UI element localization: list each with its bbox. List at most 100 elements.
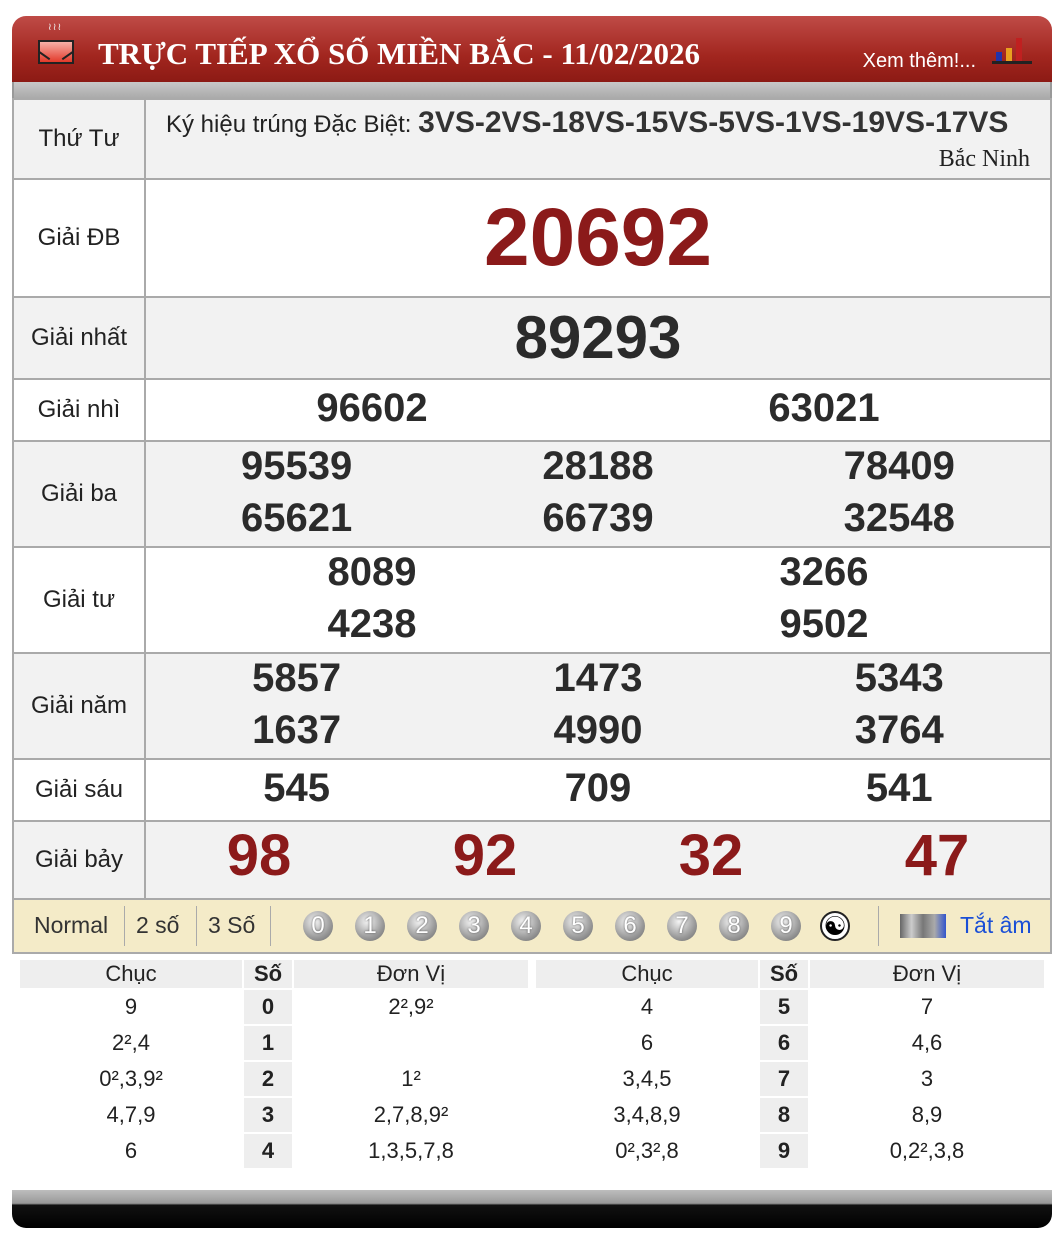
prize-number: 89293 [514,304,682,371]
loto-row: 6 4 1,3,5,7,8 [20,1134,528,1168]
prize-number: 78409 [843,444,955,488]
prize-number: 709 [564,766,632,810]
bar-chart-icon[interactable] [992,38,1032,64]
results-panel: ≀≀≀ TRỰC TIẾP XỔ SỐ MIỀN BẮC - 11/02/202… [12,0,1052,1228]
loto-row: 0²,3²,8 9 0,2²,3,8 [536,1134,1044,1168]
prize-number: 4990 [553,708,643,752]
chuc-cell: 4 [536,990,758,1024]
don-vi-cell: 3 [810,1062,1044,1096]
digit-ball-2[interactable]: 2 [407,911,437,941]
mode-normal[interactable]: Normal [34,912,109,938]
prize-number: 8089 [327,550,417,594]
so-cell: 9 [760,1134,808,1168]
province: Bắc Ninh [938,146,1030,172]
so-cell: 5 [760,990,808,1024]
prize-number: 4238 [327,602,417,646]
so-cell: 6 [760,1026,808,1060]
prize-label: Giải bảy [12,820,146,900]
chuc-cell: 9 [20,990,242,1024]
loto-table-right: Chục Số Đơn Vị 4 5 7 6 6 4,6 3,4,5 7 3 3,4,8,9 8 8,9 0²… [534,958,1046,1170]
don-vi-cell: 7 [810,990,1044,1024]
chuc-cell: 0²,3²,8 [536,1134,758,1168]
don-vi-cell: 1² [294,1062,528,1096]
digit-ball-5[interactable]: 5 [563,911,593,941]
don-vi-cell [294,1026,528,1060]
so-cell: 0 [244,990,292,1024]
symbol-label: Ký hiệu trúng Đặc Biệt: [166,111,412,138]
digit-ball-8[interactable]: 8 [719,911,749,941]
don-vi-cell: 0,2²,3,8 [810,1134,1044,1168]
prize-label: Giải năm [12,652,146,760]
page-title: TRỰC TIẾP XỔ SỐ MIỀN BẮC - 11/02/2026 [98,36,700,71]
don-vi-cell: 2,7,8,9² [294,1098,528,1132]
prize-row-3: Giải ba 95539 28188 78409 65621 66739 32… [12,440,1052,548]
digit-ball-6[interactable]: 6 [615,911,645,941]
loto-table-left: Chục Số Đơn Vị 9 0 2²,9² 2²,4 1 0²,3,9² 2 1² 4,7,9 3… [18,958,530,1170]
header-so: Số [760,960,808,988]
chuc-cell: 3,4,5 [536,1062,758,1096]
steam-icon: ≀≀≀ [48,22,63,33]
digit-ball-7[interactable]: 7 [667,911,697,941]
prize-number: 1473 [553,656,643,700]
header-don-vi: Đơn Vị [294,960,528,988]
prize-label: Giải tư [12,546,146,654]
header: ≀≀≀ TRỰC TIẾP XỔ SỐ MIỀN BẮC - 11/02/202… [12,16,1052,82]
don-vi-cell: 4,6 [810,1026,1044,1060]
loto-header-row: Chục Số Đơn Vị [20,960,528,988]
speaker-icon[interactable] [900,914,946,938]
prize-row-6: Giải sáu 545 709 541 [12,758,1052,822]
so-cell: 2 [244,1062,292,1096]
digit-ball-0[interactable]: 0 [303,911,333,941]
header-chuc: Chục [20,960,242,988]
symbol-line: Ký hiệu trúng Đặc Biệt: 3VS-2VS-18VS-15V… [166,104,1030,144]
digit-ball-9[interactable]: 9 [771,911,801,941]
chuc-cell: 2²,4 [20,1026,242,1060]
yin-yang-icon[interactable]: ☯ [820,911,850,941]
footer-bar [12,1190,1052,1228]
so-cell: 1 [244,1026,292,1060]
display-toolbar: Normal 2 số 3 Số 0 1 2 3 4 5 6 7 8 9 ☯ T… [12,900,1052,954]
prize-label: Giải nhất [12,296,146,380]
don-vi-cell: 8,9 [810,1098,1044,1132]
loto-row: 6 6 4,6 [536,1026,1044,1060]
prize-label: Giải ba [12,440,146,548]
prize-number: 98 [226,823,292,888]
loto-row: 2²,4 1 [20,1026,528,1060]
chuc-cell: 6 [536,1026,758,1060]
prize-label: Giải ĐB [12,178,146,298]
chuc-cell: 0²,3,9² [20,1062,242,1096]
more-link[interactable]: Xem thêm!... [862,50,976,72]
prize-number: 92 [452,823,518,888]
mode-3-digits[interactable]: 3 Số [208,912,256,938]
so-cell: 7 [760,1062,808,1096]
chuc-cell: 3,4,8,9 [536,1098,758,1132]
prize-number: 9502 [779,602,869,646]
results-table: Thứ Tư Ký hiệu trúng Đặc Biệt: 3VS-2VS-1… [12,98,1052,900]
so-cell: 8 [760,1098,808,1132]
digit-ball-1[interactable]: 1 [355,911,385,941]
loto-header-row: Chục Số Đơn Vị [536,960,1044,988]
day-label: Thứ Tư [12,98,146,180]
header-band [12,82,1052,98]
mute-button[interactable]: Tắt âm [960,912,1032,938]
don-vi-cell: 2²,9² [294,990,528,1024]
prize-row-2: Giải nhì 96602 63021 [12,378,1052,442]
prize-number: 3266 [779,550,869,594]
prize-number: 95539 [241,444,353,488]
digit-ball-4[interactable]: 4 [511,911,541,941]
loto-row: 9 0 2²,9² [20,990,528,1024]
prize-row-7: Giải bảy 98 92 32 47 [12,820,1052,900]
chuc-cell: 6 [20,1134,242,1168]
digit-ball-3[interactable]: 3 [459,911,489,941]
prize-number: 1637 [252,708,342,752]
so-cell: 4 [244,1134,292,1168]
prize-number: 5857 [252,656,342,700]
prize-row-1: Giải nhất 89293 [12,296,1052,380]
prize-label: Giải sáu [12,758,146,822]
prize-row-db: Giải ĐB 20692 [12,178,1052,298]
so-cell: 3 [244,1098,292,1132]
loto-row: 4,7,9 3 2,7,8,9² [20,1098,528,1132]
mode-2-digits[interactable]: 2 số [136,912,180,938]
prize-number: 63021 [768,386,880,430]
